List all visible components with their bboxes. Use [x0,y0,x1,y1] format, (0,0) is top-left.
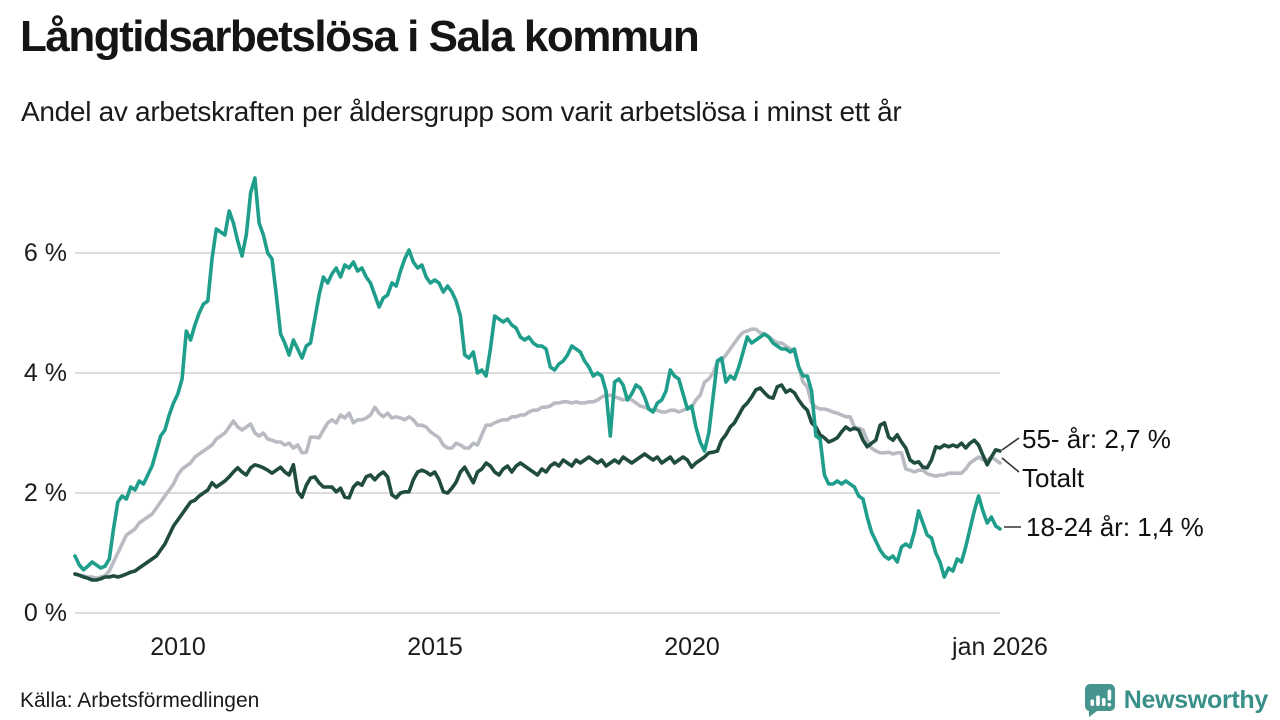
connector-55 [1001,437,1020,451]
end-label-totalt: Totalt [1022,463,1085,493]
end-label-18-24: 18-24 år: 1,4 % [1026,512,1204,542]
series-lines [73,176,1002,582]
connector-totalt [1001,457,1020,473]
annotation-connectors [1001,437,1021,528]
page-subtitle: Andel av arbetskraften per åldersgrupp s… [21,96,902,127]
x-tick-2015: 2015 [407,633,463,661]
newsworthy-branding: Newsworthy [1083,683,1268,717]
x-tick-jan-2026: jan 2026 [952,633,1048,661]
y-tick-2: 2 % [23,479,67,507]
y-tick-0: 0 % [23,599,67,627]
newsworthy-logo-icon [1084,684,1115,717]
y-tick-6: 6 % [23,239,67,267]
newsworthy-wordmark: Newsworthy [1123,685,1269,714]
x-tick-2020: 2020 [664,633,720,661]
series-line-55- år [73,383,1002,582]
y-tick-4: 4 % [23,359,67,387]
series-line-18-24 år [73,176,1002,579]
x-tick-2010: 2010 [150,633,206,661]
gridlines [75,252,1000,614]
page-title: Långtidsarbetslösa i Sala kommun [20,12,700,61]
source-note: Källa: Arbetsförmedlingen [20,689,260,712]
series-line-Totalt [73,327,1002,581]
end-label-55: 55- år: 2,7 % [1022,424,1171,454]
